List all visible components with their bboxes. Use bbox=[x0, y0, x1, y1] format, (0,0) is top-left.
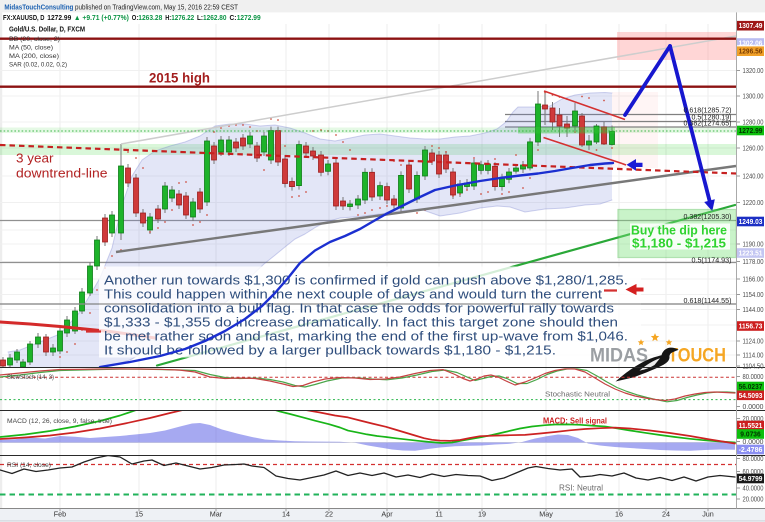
svg-text:This could happen within the n: This could happen within the next couple… bbox=[104, 287, 602, 302]
svg-text:TOUCH: TOUCH bbox=[668, 346, 726, 367]
svg-text:H:: H: bbox=[165, 13, 171, 22]
svg-text:1302.06: 1302.06 bbox=[739, 41, 763, 48]
svg-text:1156.73: 1156.73 bbox=[739, 324, 763, 331]
svg-text:11: 11 bbox=[435, 510, 442, 519]
svg-text:1220.00: 1220.00 bbox=[743, 200, 764, 207]
svg-text:60.0000: 60.0000 bbox=[743, 469, 764, 476]
svg-text:Stochastic Neutral: Stochastic Neutral bbox=[545, 390, 610, 399]
svg-text:$1,180 - $1,215: $1,180 - $1,215 bbox=[632, 236, 726, 251]
svg-text:1320.00: 1320.00 bbox=[743, 68, 764, 75]
svg-text:0.5(1174.93): 0.5(1174.93) bbox=[692, 256, 732, 265]
svg-text:SAR (0.02, 0.02, 0.2): SAR (0.02, 0.02, 0.2) bbox=[9, 62, 67, 69]
svg-text:1307.49: 1307.49 bbox=[739, 23, 763, 30]
svg-text:14: 14 bbox=[282, 510, 290, 519]
svg-text:consolidation into a bull flag: consolidation into a bull flag. In that … bbox=[104, 301, 615, 316]
svg-text:Another run towards $1,300 is: Another run towards $1,300 is confirmed … bbox=[104, 273, 628, 288]
svg-text:be met rather soon and fast, m: be met rather soon and fast, marking the… bbox=[104, 329, 628, 344]
svg-text:1262.80: 1262.80 bbox=[203, 13, 227, 22]
svg-text:0.382(1274.65): 0.382(1274.65) bbox=[684, 119, 732, 128]
svg-text:1300.00: 1300.00 bbox=[743, 93, 764, 100]
svg-text:RSI: Neutral: RSI: Neutral bbox=[559, 484, 603, 493]
svg-text:Feb: Feb bbox=[54, 510, 66, 519]
svg-text:May: May bbox=[539, 510, 553, 519]
svg-text:Gold/U.S. Dollar, D, FXCM: Gold/U.S. Dollar, D, FXCM bbox=[9, 27, 85, 34]
svg-text:9.0736: 9.0736 bbox=[740, 432, 760, 439]
svg-text:1124.00: 1124.00 bbox=[743, 338, 764, 345]
svg-text:SlowStoch (14, 3): SlowStoch (14, 3) bbox=[7, 374, 54, 381]
svg-text:80.0000: 80.0000 bbox=[743, 374, 764, 381]
svg-text:16: 16 bbox=[615, 510, 623, 519]
svg-text:MACD (12, 26, close, 9, false,: MACD (12, 26, close, 9, false, true) bbox=[7, 418, 112, 425]
svg-text:Mar: Mar bbox=[210, 510, 223, 519]
svg-text:54.5093: 54.5093 bbox=[739, 393, 763, 400]
svg-text:20.0000: 20.0000 bbox=[743, 496, 764, 503]
svg-text:C:: C: bbox=[230, 13, 237, 22]
svg-text:2015 high: 2015 high bbox=[149, 70, 210, 86]
svg-text:1178.00: 1178.00 bbox=[743, 259, 764, 266]
svg-text:56.0237: 56.0237 bbox=[739, 384, 763, 391]
svg-text:15: 15 bbox=[135, 510, 143, 519]
svg-text:1144.00: 1144.00 bbox=[743, 307, 764, 314]
svg-text:11.5521: 11.5521 bbox=[739, 423, 763, 430]
svg-text:RSI (14, close): RSI (14, close) bbox=[7, 462, 51, 469]
svg-text:Jun: Jun bbox=[702, 510, 714, 519]
svg-text:1154.00: 1154.00 bbox=[743, 292, 764, 299]
svg-text:1276.22: 1276.22 bbox=[171, 13, 194, 22]
svg-text:1190.00: 1190.00 bbox=[743, 241, 764, 248]
svg-text:0.0000: 0.0000 bbox=[743, 439, 764, 446]
svg-text:MA (200, close): MA (200, close) bbox=[9, 53, 59, 60]
svg-text:1166.00: 1166.00 bbox=[743, 276, 764, 283]
svg-text:40.0000: 40.0000 bbox=[743, 485, 764, 492]
svg-text:Buy the dip here: Buy the dip here bbox=[631, 224, 727, 238]
svg-text:80.0000: 80.0000 bbox=[743, 456, 764, 463]
svg-text:0.618(1285.72): 0.618(1285.72) bbox=[684, 105, 732, 114]
svg-text:O:: O: bbox=[132, 13, 139, 22]
svg-text:L:: L: bbox=[197, 13, 203, 22]
svg-text:3 year: 3 year bbox=[16, 151, 54, 166]
svg-text:published on TradingView.com,: published on TradingView.com, May 15, 20… bbox=[75, 3, 238, 12]
svg-text:0.0000: 0.0000 bbox=[743, 404, 764, 411]
svg-text:$1,333 - $1,355 do increase dr: $1,333 - $1,355 do increase dramatically… bbox=[104, 315, 618, 330]
svg-text:MidasTouchConsulting: MidasTouchConsulting bbox=[4, 3, 73, 12]
svg-text:22: 22 bbox=[325, 510, 333, 519]
svg-text:1296.56: 1296.56 bbox=[739, 49, 763, 56]
svg-text:1260.00: 1260.00 bbox=[743, 145, 764, 152]
svg-text:1223.51: 1223.51 bbox=[739, 251, 763, 258]
svg-text:downtrend-line: downtrend-line bbox=[16, 166, 108, 181]
svg-text:▲ +9.71 (+0.77%): ▲ +9.71 (+0.77%) bbox=[74, 13, 129, 22]
svg-text:0.5(1280.19): 0.5(1280.19) bbox=[692, 112, 732, 121]
svg-text:It should be followed by a lar: It should be followed by a larger pullba… bbox=[104, 343, 556, 358]
svg-text:MIDAS: MIDAS bbox=[590, 346, 648, 367]
svg-text:Apr: Apr bbox=[381, 510, 393, 519]
svg-text:0.618(1144.55): 0.618(1144.55) bbox=[684, 296, 732, 305]
svg-text:19: 19 bbox=[478, 510, 486, 519]
svg-text:MACD: Sell signal: MACD: Sell signal bbox=[543, 417, 607, 426]
svg-text:FX:XAUUSD, D: FX:XAUUSD, D bbox=[3, 13, 45, 22]
svg-text:1263.28: 1263.28 bbox=[138, 13, 162, 22]
svg-text:1272.99: 1272.99 bbox=[739, 128, 763, 135]
svg-text:1280.00: 1280.00 bbox=[743, 119, 764, 126]
svg-text:20.0000: 20.0000 bbox=[743, 416, 764, 423]
svg-text:BB (20, close, 2): BB (20, close, 2) bbox=[9, 36, 60, 43]
svg-text:1104.50: 1104.50 bbox=[743, 363, 764, 370]
svg-text:1272.99: 1272.99 bbox=[237, 13, 261, 22]
svg-text:1249.03: 1249.03 bbox=[739, 219, 763, 226]
svg-text:MA (50, close): MA (50, close) bbox=[9, 45, 53, 52]
svg-text:1114.00: 1114.00 bbox=[743, 352, 764, 359]
svg-text:-2.4786: -2.4786 bbox=[739, 447, 763, 454]
svg-text:1272.99: 1272.99 bbox=[47, 13, 71, 22]
svg-text:0.382(1205.30): 0.382(1205.30) bbox=[684, 212, 732, 221]
svg-text:1240.00: 1240.00 bbox=[743, 173, 764, 180]
svg-text:54.9799: 54.9799 bbox=[739, 476, 763, 483]
svg-text:24: 24 bbox=[662, 510, 670, 519]
